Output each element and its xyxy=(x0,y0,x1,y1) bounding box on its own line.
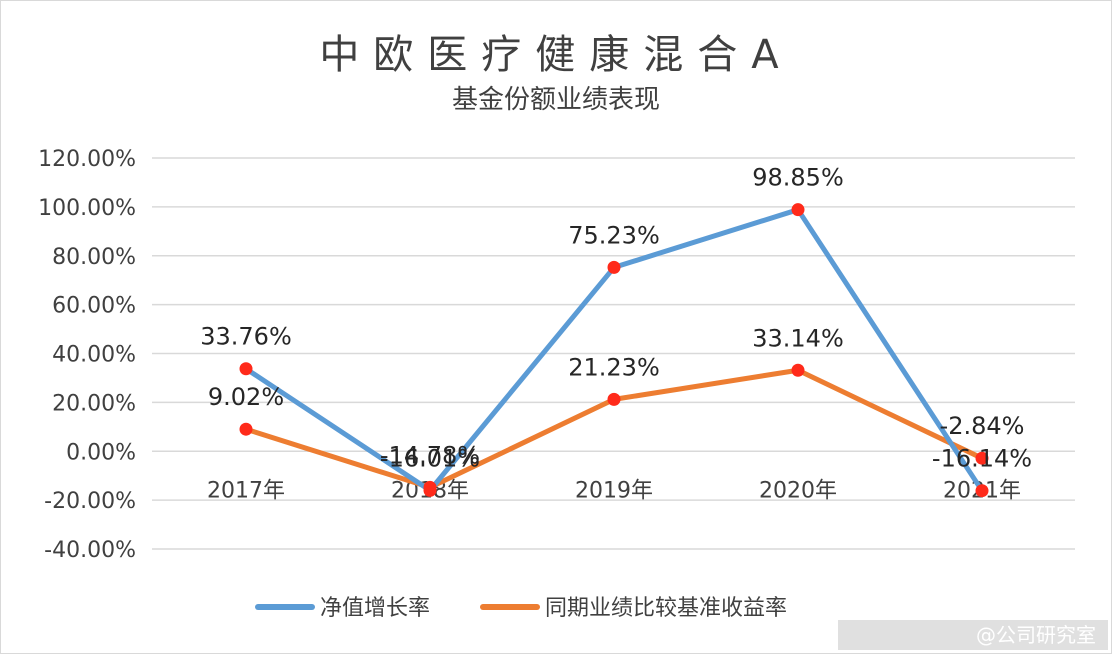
legend-label-net-growth: 净值增长率 xyxy=(320,596,430,621)
data-labels: 33.76% -16.01% 75.23% 98.85% -16.14% 9.02% -14… xyxy=(200,164,1032,473)
data-label: 75.23% xyxy=(568,221,660,249)
data-point xyxy=(791,363,805,377)
data-label: -2.84% xyxy=(940,412,1025,440)
data-point xyxy=(239,362,253,376)
x-category-label: 2020年 xyxy=(759,478,837,503)
x-category-label: 2017年 xyxy=(207,478,285,503)
data-point xyxy=(423,480,437,494)
x-category-label: 2019年 xyxy=(575,478,653,503)
series-lines xyxy=(239,203,989,498)
y-tick-label: 80.00% xyxy=(52,245,136,270)
y-tick-label: 60.00% xyxy=(52,294,136,319)
y-tick-label: 100.00% xyxy=(38,196,136,221)
data-point xyxy=(607,392,621,406)
legend: 净值增长率 同期业绩比较基准收益率 xyxy=(255,596,787,621)
y-axis-ticks: 120.00% 100.00% 80.00% 60.00% 40.00% 20.00% 0.… xyxy=(38,147,136,563)
data-label: -16.01% xyxy=(380,444,480,472)
data-point xyxy=(791,203,805,217)
watermark: @公司研究室 xyxy=(838,620,1108,650)
series-line xyxy=(243,207,985,494)
y-tick-label: 20.00% xyxy=(52,391,136,416)
watermark-text: @公司研究室 xyxy=(976,623,1096,647)
data-point xyxy=(975,451,989,465)
y-tick-label: -20.00% xyxy=(44,489,136,514)
y-tick-label: 40.00% xyxy=(52,343,136,368)
series-line xyxy=(243,367,985,490)
data-point xyxy=(607,260,621,274)
data-label: 21.23% xyxy=(568,353,660,381)
data-label: 98.85% xyxy=(752,164,844,192)
chart-subtitle: 基金份额业绩表现 xyxy=(452,85,660,115)
data-label: -14.78% xyxy=(380,441,480,469)
data-label: 33.14% xyxy=(752,324,844,352)
data-label: 33.76% xyxy=(200,323,292,351)
data-point xyxy=(239,422,253,436)
legend-label-benchmark: 同期业绩比较基准收益率 xyxy=(545,596,787,621)
y-tick-label: -40.00% xyxy=(44,538,136,563)
data-label: 9.02% xyxy=(208,383,284,411)
chart-title: 中欧医疗健康混合A xyxy=(319,32,792,78)
y-tick-label: 0.00% xyxy=(66,440,136,465)
data-label: -16.14% xyxy=(932,445,1032,473)
y-tick-label: 120.00% xyxy=(38,147,136,172)
watermark-backdrop xyxy=(838,620,1108,650)
data-point xyxy=(975,484,989,498)
